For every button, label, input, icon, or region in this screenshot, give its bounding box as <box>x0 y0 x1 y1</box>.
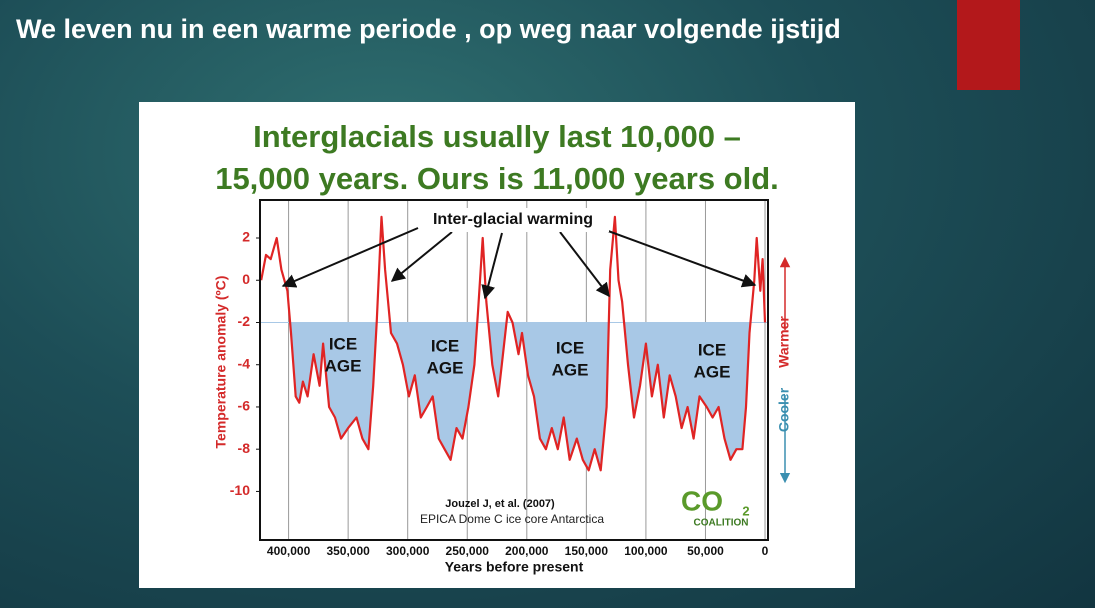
x-tick-label: 400,000 <box>267 544 311 558</box>
annotation: Inter-glacial warming <box>433 211 593 228</box>
arrow <box>390 231 453 282</box>
ice-age-label: AGE <box>694 362 731 381</box>
source: EPICA Dome C ice core Antarctica <box>420 512 604 526</box>
shaded-area <box>290 322 751 471</box>
y-tick-label: -10 <box>230 482 250 498</box>
accent-block <box>957 0 1020 90</box>
direction-label: Cooler <box>776 387 792 432</box>
chart-title: 15,000 years. Ours is 11,000 years old. <box>215 161 779 196</box>
y-tick-label: 0 <box>242 271 250 287</box>
x-tick-label: 250,000 <box>446 544 490 558</box>
y-tick-label: -8 <box>238 440 251 456</box>
arrow <box>281 227 419 288</box>
x-tick-label: 50,000 <box>687 544 724 558</box>
arrow <box>481 232 503 300</box>
y-axis-label: Temperature anomaly (ºC) <box>213 276 229 449</box>
arrow <box>599 227 757 288</box>
ice-age-label: ICE <box>698 340 726 359</box>
ice-age-label: AGE <box>325 356 362 375</box>
x-axis-label: Years before present <box>445 559 584 575</box>
ice-age-label: AGE <box>552 360 589 379</box>
x-tick-label: 350,000 <box>326 544 370 558</box>
ice-age-label: ICE <box>556 338 584 357</box>
logo: COALITION <box>694 518 749 529</box>
plot: 400,000 350,000 300,000 250,000 200,000 150,0… <box>230 199 769 558</box>
direction-label: Warmer <box>776 316 792 368</box>
x-tick-label: 300,000 <box>386 544 430 558</box>
logo: 2 <box>742 503 749 518</box>
source: Jouzel J, et al. (2007) <box>445 498 555 510</box>
x-tick-label: 150,000 <box>565 544 609 558</box>
y-tick-label: -2 <box>238 313 251 329</box>
x-tick-label: 0 <box>762 544 769 558</box>
data-line <box>260 215 767 472</box>
y-tick-label: 2 <box>242 229 250 245</box>
ice-age-label: ICE <box>431 336 459 355</box>
chart-title: Interglacials usually last 10,000 – <box>253 119 741 154</box>
annotation-arrows <box>281 227 757 300</box>
slide-title: We leven nu in een warme periode , op we… <box>16 14 841 44</box>
y-tick-label: -6 <box>238 398 251 414</box>
arrow <box>559 231 610 298</box>
chart: Interglacials usually last 10,000 – 15,0… <box>139 102 855 588</box>
plot-frame <box>259 199 769 541</box>
annotation-background <box>419 208 609 232</box>
x-tick-label: 100,000 <box>624 544 668 558</box>
logo: CO <box>681 485 723 516</box>
ice-age-label: AGE <box>427 358 464 377</box>
x-tick-label: 200,000 <box>505 544 549 558</box>
y-tick-label: -4 <box>238 355 251 371</box>
ice-age-label: ICE <box>329 334 357 353</box>
